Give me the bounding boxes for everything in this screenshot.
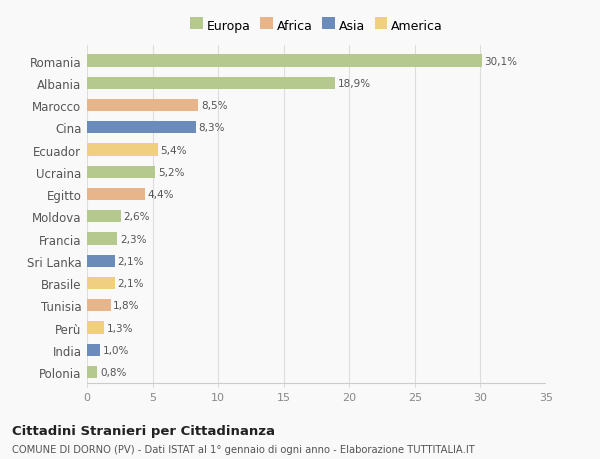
Bar <box>87 233 117 245</box>
Bar <box>87 189 145 201</box>
Bar <box>87 344 100 356</box>
Text: 1,8%: 1,8% <box>113 301 140 311</box>
Text: 8,3%: 8,3% <box>199 123 225 133</box>
Bar <box>87 255 115 268</box>
Text: 2,1%: 2,1% <box>117 279 143 288</box>
Bar <box>87 277 115 290</box>
Bar <box>87 300 110 312</box>
Bar <box>87 211 121 223</box>
Text: 30,1%: 30,1% <box>484 56 517 67</box>
Bar <box>87 122 196 134</box>
Text: COMUNE DI DORNO (PV) - Dati ISTAT al 1° gennaio di ogni anno - Elaborazione TUTT: COMUNE DI DORNO (PV) - Dati ISTAT al 1° … <box>12 444 475 454</box>
Text: 2,1%: 2,1% <box>117 256 143 266</box>
Text: 5,4%: 5,4% <box>160 146 187 155</box>
Text: 2,3%: 2,3% <box>120 234 146 244</box>
Bar <box>87 166 155 179</box>
Text: Cittadini Stranieri per Cittadinanza: Cittadini Stranieri per Cittadinanza <box>12 424 275 437</box>
Text: 18,9%: 18,9% <box>337 78 371 89</box>
Bar <box>87 144 158 157</box>
Text: 1,3%: 1,3% <box>107 323 133 333</box>
Text: 4,4%: 4,4% <box>148 190 174 200</box>
Bar <box>87 322 104 334</box>
Bar <box>87 100 199 112</box>
Bar <box>87 56 482 67</box>
Text: 8,5%: 8,5% <box>201 101 227 111</box>
Bar <box>87 78 335 90</box>
Text: 5,2%: 5,2% <box>158 168 184 178</box>
Text: 1,0%: 1,0% <box>103 345 129 355</box>
Text: 2,6%: 2,6% <box>124 212 150 222</box>
Text: 0,8%: 0,8% <box>100 367 127 377</box>
Legend: Europa, Africa, Asia, America: Europa, Africa, Asia, America <box>185 15 448 38</box>
Bar <box>87 366 97 378</box>
